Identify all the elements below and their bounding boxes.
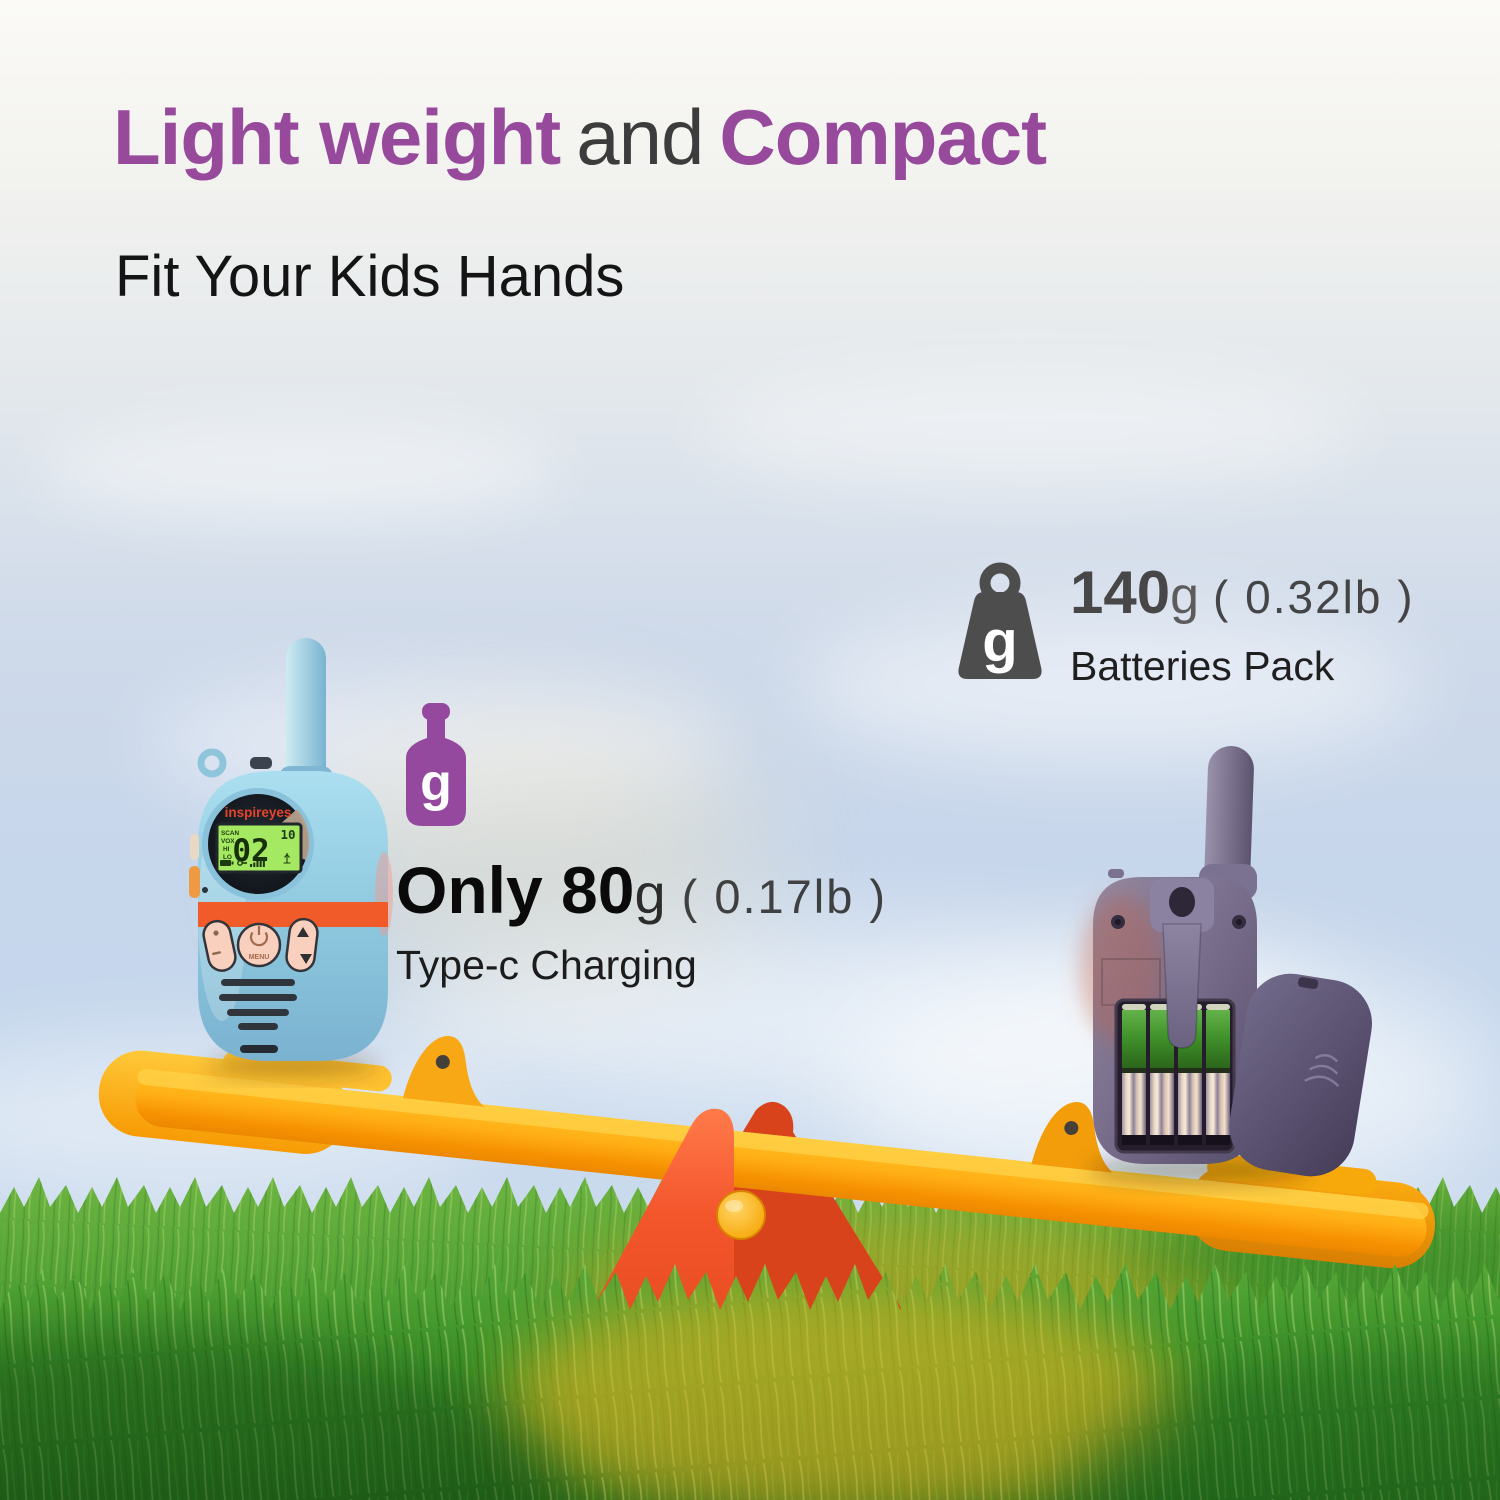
title-part1: Light weight <box>113 93 561 181</box>
weight-value: Only 80 <box>396 853 635 927</box>
weight-imperial: ( 0.32lb ) <box>1213 571 1415 623</box>
weight-imperial: ( 0.17lb ) <box>681 870 888 923</box>
title-part2: Compact <box>719 93 1047 181</box>
weight-unit: g <box>1170 567 1200 625</box>
weight-icon-purple: g <box>402 700 470 830</box>
weight-icon-gray: g <box>955 562 1045 684</box>
weight-value: 140 <box>1070 559 1171 626</box>
page-subtitle: Fit Your Kids Hands <box>115 244 625 309</box>
weight-icon-letter: g <box>982 609 1017 674</box>
weight-caption: Batteries Pack <box>1070 643 1335 689</box>
weight-right-block: 140 g( 0.32lb ) Batteries Pack <box>1070 558 1415 690</box>
weight-icon-letter: g <box>420 754 452 812</box>
weight-knob <box>422 703 450 720</box>
title-conjunction: and <box>576 93 704 181</box>
cloud <box>700 370 1360 490</box>
weight-caption: Type-c Charging <box>396 942 697 988</box>
weight-body <box>958 592 1042 679</box>
horizon-glow <box>840 960 1500 1210</box>
cloud <box>40 420 560 520</box>
weight-left-block: Only 80 g ( 0.17lb ) Type-c Charging <box>396 852 887 989</box>
cloud <box>800 610 1420 760</box>
page-title: Light weight and Compact <box>113 92 1047 183</box>
weight-body <box>406 716 466 826</box>
weight-unit: g <box>634 862 666 925</box>
